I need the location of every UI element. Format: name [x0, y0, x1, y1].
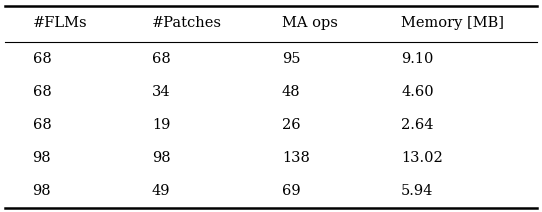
Text: 68: 68: [33, 118, 51, 132]
Text: Memory [MB]: Memory [MB]: [401, 16, 504, 30]
Text: 13.02: 13.02: [401, 151, 443, 165]
Text: 138: 138: [282, 151, 309, 165]
Text: 4.60: 4.60: [401, 85, 434, 99]
Text: 5.94: 5.94: [401, 184, 434, 198]
Text: MA ops: MA ops: [282, 16, 338, 30]
Text: 68: 68: [33, 52, 51, 66]
Text: 95: 95: [282, 52, 300, 66]
Text: 2.64: 2.64: [401, 118, 434, 132]
Text: 34: 34: [152, 85, 170, 99]
Text: 49: 49: [152, 184, 170, 198]
Text: 98: 98: [33, 184, 51, 198]
Text: #FLMs: #FLMs: [33, 16, 87, 30]
Text: 48: 48: [282, 85, 300, 99]
Text: 98: 98: [33, 151, 51, 165]
Text: #Patches: #Patches: [152, 16, 222, 30]
Text: 68: 68: [152, 52, 171, 66]
Text: 19: 19: [152, 118, 170, 132]
Text: 26: 26: [282, 118, 300, 132]
Text: 68: 68: [33, 85, 51, 99]
Text: 98: 98: [152, 151, 170, 165]
Text: 69: 69: [282, 184, 300, 198]
Text: 9.10: 9.10: [401, 52, 434, 66]
